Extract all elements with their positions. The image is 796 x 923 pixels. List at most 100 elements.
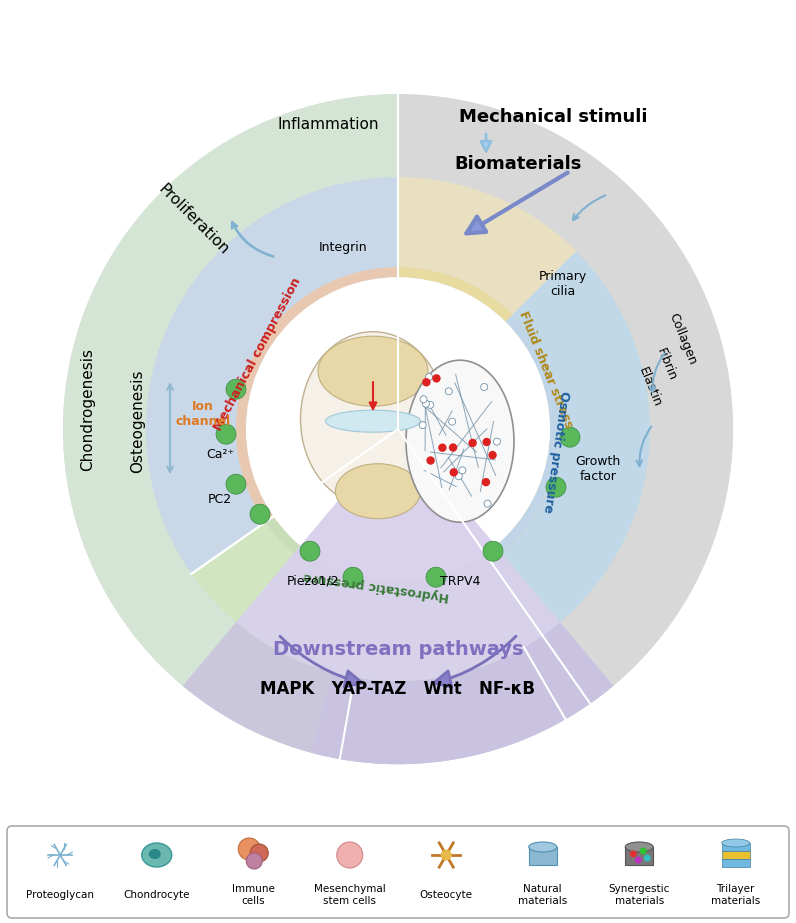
- FancyBboxPatch shape: [7, 826, 789, 918]
- Wedge shape: [182, 622, 614, 764]
- Text: Inflammation: Inflammation: [277, 116, 379, 132]
- Wedge shape: [398, 177, 650, 607]
- Text: Proteoglycan: Proteoglycan: [26, 890, 94, 900]
- Text: Natural
materials: Natural materials: [518, 884, 568, 905]
- Text: Hydrostatic pressure: Hydrostatic pressure: [302, 570, 450, 604]
- Text: Growth
factor: Growth factor: [576, 455, 621, 484]
- Circle shape: [226, 379, 246, 399]
- FancyBboxPatch shape: [722, 851, 750, 859]
- Circle shape: [450, 468, 458, 476]
- Circle shape: [337, 842, 363, 868]
- Text: Fibrin: Fibrin: [654, 346, 678, 382]
- Text: Osmotic pressure: Osmotic pressure: [540, 390, 571, 513]
- Circle shape: [468, 438, 477, 447]
- Text: Trilayer
materials: Trilayer materials: [711, 884, 760, 905]
- Text: Chondrocyte: Chondrocyte: [123, 890, 190, 900]
- Wedge shape: [398, 267, 560, 544]
- Circle shape: [250, 844, 268, 862]
- FancyBboxPatch shape: [722, 843, 750, 851]
- Circle shape: [63, 94, 733, 764]
- Wedge shape: [236, 429, 560, 681]
- Ellipse shape: [142, 843, 172, 867]
- Ellipse shape: [406, 360, 514, 522]
- Text: Mesenchymal
stem cells: Mesenchymal stem cells: [314, 884, 385, 905]
- Circle shape: [560, 427, 580, 448]
- Circle shape: [482, 478, 490, 486]
- Circle shape: [481, 383, 488, 390]
- Wedge shape: [265, 516, 491, 592]
- FancyBboxPatch shape: [529, 847, 556, 865]
- Text: Biomaterials: Biomaterials: [455, 155, 582, 174]
- Circle shape: [441, 849, 452, 860]
- Ellipse shape: [625, 842, 654, 852]
- Text: Osteogenesis: Osteogenesis: [131, 369, 146, 473]
- Ellipse shape: [318, 336, 428, 406]
- Circle shape: [489, 450, 497, 460]
- Ellipse shape: [722, 839, 750, 847]
- Text: Mechanical compression: Mechanical compression: [212, 276, 303, 434]
- Wedge shape: [491, 251, 650, 636]
- Circle shape: [449, 443, 457, 451]
- Text: TRPV4: TRPV4: [440, 575, 480, 588]
- Circle shape: [458, 467, 466, 473]
- Circle shape: [455, 473, 462, 480]
- Ellipse shape: [301, 331, 446, 507]
- FancyBboxPatch shape: [625, 847, 654, 865]
- Text: Collagen: Collagen: [667, 311, 699, 367]
- Ellipse shape: [529, 842, 556, 852]
- Circle shape: [246, 277, 550, 581]
- Circle shape: [546, 477, 566, 497]
- Circle shape: [484, 500, 491, 507]
- Text: PC2: PC2: [208, 493, 232, 506]
- FancyBboxPatch shape: [722, 859, 750, 867]
- Text: Synergestic
materials: Synergestic materials: [609, 884, 670, 905]
- Ellipse shape: [335, 463, 420, 519]
- Text: Integrin: Integrin: [318, 241, 367, 254]
- Text: Piezo1/2: Piezo1/2: [287, 575, 339, 588]
- Text: MAPK   YAP-TAZ   Wnt   NF-κB: MAPK YAP-TAZ Wnt NF-κB: [260, 680, 536, 698]
- Circle shape: [238, 838, 260, 860]
- Wedge shape: [192, 522, 543, 681]
- Circle shape: [423, 401, 429, 407]
- Circle shape: [226, 474, 246, 494]
- Circle shape: [630, 850, 637, 857]
- Text: Proliferation: Proliferation: [155, 181, 231, 258]
- Circle shape: [640, 847, 646, 855]
- Text: Ca²⁺: Ca²⁺: [206, 448, 234, 461]
- Circle shape: [426, 374, 432, 380]
- Text: Immune
cells: Immune cells: [232, 884, 275, 905]
- Circle shape: [246, 853, 262, 869]
- Circle shape: [438, 443, 447, 452]
- Wedge shape: [63, 94, 398, 764]
- Circle shape: [250, 504, 270, 524]
- Ellipse shape: [326, 410, 420, 432]
- Circle shape: [216, 425, 236, 444]
- Circle shape: [449, 418, 455, 426]
- Text: Osteocyte: Osteocyte: [419, 890, 473, 900]
- Text: Downstream pathways: Downstream pathways: [273, 640, 523, 659]
- Circle shape: [494, 438, 501, 445]
- Circle shape: [445, 388, 452, 395]
- Text: Primary
cilia: Primary cilia: [539, 270, 587, 298]
- Circle shape: [426, 568, 446, 587]
- Circle shape: [420, 396, 427, 402]
- Text: Ion
channel: Ion channel: [175, 401, 231, 428]
- Circle shape: [343, 568, 363, 587]
- Text: Fluid shear stress: Fluid shear stress: [516, 309, 575, 430]
- Circle shape: [419, 422, 426, 428]
- Text: Chondrogenesis: Chondrogenesis: [80, 348, 96, 471]
- Circle shape: [300, 541, 320, 561]
- Wedge shape: [236, 267, 398, 522]
- Text: Elastin: Elastin: [636, 366, 664, 409]
- Wedge shape: [486, 315, 560, 562]
- Text: Mechanical stimuli: Mechanical stimuli: [458, 108, 647, 126]
- Circle shape: [432, 374, 441, 382]
- Ellipse shape: [149, 849, 161, 859]
- Wedge shape: [311, 622, 614, 764]
- Circle shape: [427, 456, 435, 464]
- Circle shape: [483, 541, 503, 561]
- Wedge shape: [398, 94, 733, 719]
- Circle shape: [422, 378, 431, 387]
- Circle shape: [644, 855, 651, 861]
- Circle shape: [427, 402, 434, 408]
